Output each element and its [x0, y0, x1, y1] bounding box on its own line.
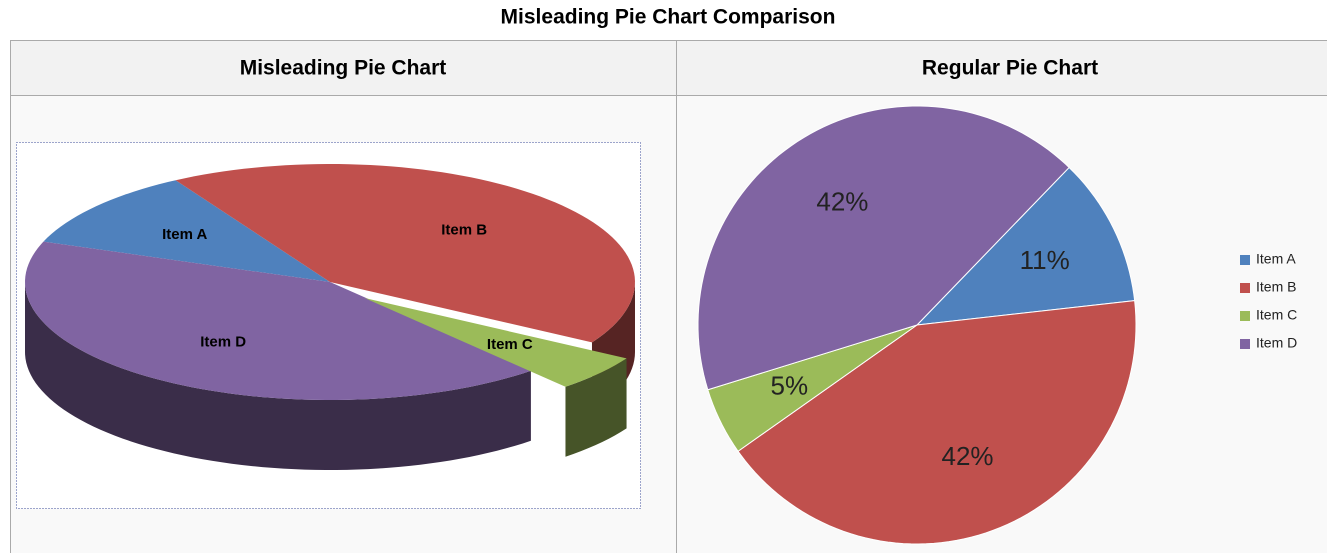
legend-swatch	[1240, 311, 1250, 321]
slice-label: Item D	[200, 333, 246, 350]
legend-label: Item B	[1256, 279, 1296, 295]
legend-swatch	[1240, 283, 1250, 293]
table-caption: Misleading Pie Chart Comparison	[501, 6, 836, 29]
value-label: 42%	[942, 441, 994, 471]
legend-label: Item C	[1256, 307, 1297, 323]
slice	[697, 105, 1070, 391]
value-label: 42%	[816, 187, 868, 217]
slice	[737, 300, 1137, 545]
column-header: Misleading Pie Chart	[240, 57, 447, 80]
column-header: Regular Pie Chart	[922, 57, 1098, 80]
slice	[43, 180, 331, 282]
value-label: 11%	[1020, 245, 1070, 275]
slice	[175, 164, 635, 343]
slice	[364, 298, 627, 387]
slice-side	[565, 358, 627, 457]
slice-label: Item B	[441, 221, 487, 238]
slice-side	[25, 282, 531, 470]
legend-swatch	[1240, 339, 1250, 349]
legend-label: Item A	[1256, 251, 1296, 267]
slice	[915, 166, 1136, 326]
slice	[707, 324, 918, 452]
header-row	[10, 40, 1327, 96]
value-label: 5%	[770, 371, 808, 401]
slice	[25, 241, 531, 400]
slice-label: Item A	[162, 226, 207, 243]
slice-label: Item C	[487, 336, 533, 353]
legend-label: Item D	[1256, 335, 1297, 351]
legend-swatch	[1240, 255, 1250, 265]
